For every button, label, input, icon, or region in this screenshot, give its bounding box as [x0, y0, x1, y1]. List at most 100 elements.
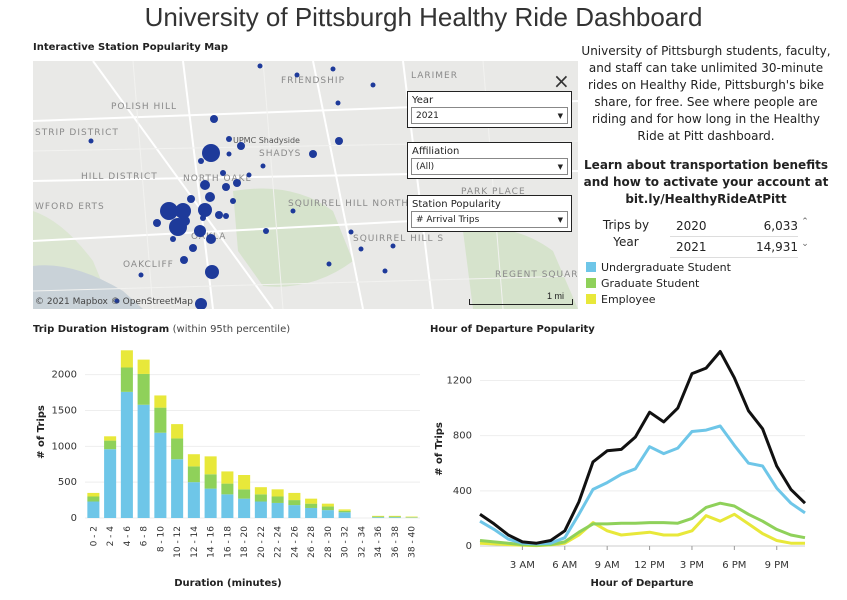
- map-label: FRIENDSHIP: [281, 76, 345, 86]
- dashboard-title: University of Pittsburgh Healthy Ride Da…: [144, 2, 703, 32]
- x-tick-label: 6 - 8: [140, 526, 150, 547]
- histogram-bar: [137, 404, 150, 518]
- station-popularity-filter: Station Popularity # Arrival Trips ▼: [407, 195, 572, 232]
- x-tick-label: 36 - 38: [391, 526, 401, 558]
- histogram-bar: [154, 395, 167, 408]
- x-tick-label: 6 PM: [722, 560, 746, 571]
- table-row: 2020 6,033: [670, 216, 798, 237]
- series-line: [479, 501, 806, 547]
- series-line: [479, 424, 806, 546]
- map-canvas[interactable]: FRIENDSHIP LARIMER POLISH HILL STRIP DIS…: [33, 61, 578, 309]
- histogram-bar: [87, 492, 100, 497]
- x-tick-label: 32 - 34: [357, 526, 367, 558]
- affiliation-legend: Undergraduate Student Graduate Student E…: [586, 259, 731, 307]
- y-tick-label: 0: [71, 513, 77, 524]
- map-label: WFORD ERTS: [35, 202, 105, 212]
- histogram-bar: [104, 449, 117, 518]
- histogram-bar: [305, 498, 318, 504]
- map-label: UPMC Shadyside: [233, 136, 300, 145]
- histogram-bar: [388, 516, 401, 518]
- histogram-bar: [238, 475, 251, 490]
- map-label: LARIMER: [411, 71, 458, 81]
- histogram-subtitle: (within 95th percentile): [172, 324, 291, 335]
- histogram-bar: [305, 503, 318, 508]
- x-tick-label: 24 - 26: [290, 526, 300, 558]
- histogram-bar: [171, 424, 184, 439]
- histogram-bar: [321, 503, 334, 507]
- histogram-bar: [171, 459, 184, 518]
- histogram-bar: [388, 515, 401, 517]
- map-label: SHADYS: [259, 149, 301, 159]
- histogram-bar: [154, 432, 167, 518]
- y-tick-label: 1500: [52, 406, 77, 417]
- x-tick-label: 30 - 32: [341, 526, 351, 558]
- legend-item[interactable]: Employee: [586, 291, 731, 307]
- x-axis-label: Hour of Departure: [590, 578, 693, 589]
- x-tick-label: 3 AM: [510, 560, 535, 571]
- trips-year: 2020: [676, 219, 707, 233]
- y-tick-label: 800: [453, 431, 472, 442]
- trips-count: 14,931: [756, 240, 798, 254]
- chevron-up-icon[interactable]: ⌃: [801, 216, 809, 226]
- histogram-bar: [305, 507, 318, 518]
- histogram-bar: [204, 456, 217, 475]
- station-popularity-select[interactable]: # Arrival Trips ▼: [411, 211, 568, 228]
- x-tick-label: 12 PM: [634, 560, 665, 571]
- histogram-bar: [221, 494, 234, 518]
- map-label: PARK PLACE: [461, 187, 526, 197]
- chevron-down-icon: ▼: [557, 215, 563, 224]
- table-scrollbar[interactable]: ⌃ ⌄: [799, 215, 811, 253]
- map-credit[interactable]: © 2021 Mapbox © OpenStreetMap: [35, 297, 193, 307]
- x-tick-label: 16 - 18: [223, 526, 233, 558]
- map-label: OAKCLIFF: [123, 260, 174, 270]
- trip-duration-histogram[interactable]: 0 500 1000 1500 2000 # of Trips 0 - 2 2 - 4 4 - …: [0, 336, 425, 598]
- series-line: [479, 350, 807, 545]
- histogram-bar: [388, 517, 401, 518]
- chevron-down-icon: ▼: [557, 162, 563, 171]
- histogram-bar: [238, 489, 251, 499]
- y-tick-label: 1200: [447, 375, 472, 386]
- histogram-bar: [271, 502, 284, 518]
- y-tick-label: 2000: [52, 370, 77, 381]
- hour-of-departure-chart[interactable]: 0 400 800 1200 # of Trips 3 AM 6 AM 9 AM 12 PM 3 …: [425, 336, 847, 598]
- histogram-bar: [321, 506, 334, 511]
- histogram-bar: [338, 509, 351, 511]
- histogram-bar: [104, 440, 117, 450]
- legend-swatch: [586, 278, 596, 288]
- map-section-title: Interactive Station Popularity Map: [33, 42, 229, 53]
- histogram-bar: [204, 488, 217, 518]
- y-tick-label: 1000: [52, 441, 77, 452]
- x-tick-label: 8 - 10: [156, 526, 166, 552]
- histogram-bar: [204, 474, 217, 489]
- x-tick-label: 38 - 40: [408, 526, 418, 558]
- legend-item[interactable]: Undergraduate Student: [586, 259, 731, 275]
- y-tick-label: 0: [466, 541, 472, 552]
- x-tick-label: 3 PM: [680, 560, 704, 571]
- learn-more-text[interactable]: Learn about transportation benefits and …: [583, 158, 829, 206]
- chevron-down-icon[interactable]: ⌄: [801, 238, 809, 248]
- affiliation-select[interactable]: (All) ▼: [411, 158, 568, 175]
- histogram-bar: [372, 517, 385, 518]
- legend-label: Undergraduate Student: [601, 260, 731, 274]
- histogram-bar: [187, 454, 200, 467]
- map-label: REGENT SQUARE: [495, 270, 578, 280]
- year-filter-label: Year: [412, 95, 434, 106]
- histogram-bar: [238, 498, 251, 518]
- year-select-value: 2021: [416, 110, 439, 121]
- legend-item[interactable]: Graduate Student: [586, 275, 731, 291]
- map-label: SQUIRREL HILL S: [353, 234, 444, 244]
- map-label: NORTH OAKL: [183, 174, 252, 184]
- x-tick-label: 20 - 22: [257, 526, 267, 558]
- histogram-title-text: Trip Duration Histogram: [33, 324, 170, 335]
- legend-label: Graduate Student: [601, 276, 700, 290]
- x-tick-label: 4 - 6: [123, 526, 133, 547]
- chevron-down-icon: ▼: [557, 111, 563, 120]
- y-axis-label: # of Trips: [434, 422, 445, 476]
- station-markers[interactable]: [88, 63, 396, 310]
- year-select[interactable]: 2021 ▼: [411, 107, 568, 124]
- close-icon[interactable]: ×: [553, 69, 570, 93]
- histogram-bar: [187, 482, 200, 518]
- y-tick-label: 400: [453, 486, 472, 497]
- histogram-bar: [87, 501, 100, 518]
- histogram-bar: [137, 373, 150, 405]
